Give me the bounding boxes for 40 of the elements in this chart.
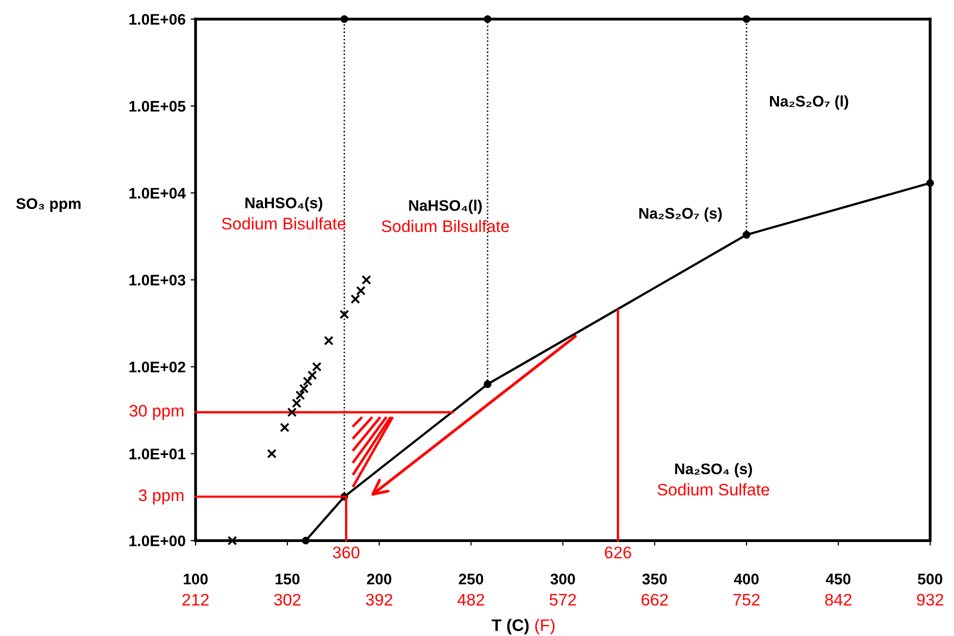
x-axis-title: T (C) [492,618,529,634]
x-tick-label: 350 [642,574,667,584]
x-tick-label: 400 [734,574,759,584]
x2-tick-label: 662 [642,594,668,606]
x2-tick-label: 842 [825,594,852,606]
y-axis-title: SO₃ ppm [16,198,81,212]
x-tick-label: 100 [184,574,208,584]
x2-tick-label: 572 [550,594,576,606]
annotation: Sodium Bilsulfate [382,220,509,232]
x2-axis-title: (F) [535,618,554,634]
y-tick-label: 1.0E+05 [129,100,186,112]
annotation: Na₂S₂O₇ (s) [639,208,722,222]
x-tick-label: 150 [276,574,300,584]
annotation: 626 [604,546,632,558]
x-tick-label: 500 [918,574,942,584]
annotation: 30 ppm [130,404,184,420]
x2-tick-label: 482 [458,594,484,606]
x-tick-label: 450 [826,574,850,584]
y-tick-label: 1.0E+06 [129,14,186,25]
y-tick-label: 1.0E+01 [129,448,186,460]
x2-tick-label: 392 [366,594,392,606]
annotation: NaHSO₄(s) [245,197,322,212]
x2-tick-label: 932 [917,594,944,606]
x-tick-label: 250 [458,574,484,584]
annotation: Sodium Bisulfate [222,217,346,230]
annotation: Na₂S₂O₇ (l) [770,95,848,110]
y-tick-label: 1.0E+04 [129,188,186,199]
annotation: 3 ppm [138,489,184,504]
annotation: 360 [332,546,360,558]
y-tick-label: 1.0E+00 [129,535,186,546]
x2-tick-label: 752 [733,594,760,606]
x2-tick-label: 212 [182,594,209,606]
y-tick-label: 1.0E+02 [129,362,186,372]
annotation: Na₂SO₄ (s) [675,463,752,478]
y-tick-label: 1.0E+03 [129,274,186,286]
x-tick-label: 300 [550,574,575,584]
annotation: Sodium Sulfate [658,483,770,496]
x-tick-label: 200 [367,574,392,584]
x2-tick-label: 302 [274,594,300,606]
annotation: NaHSO₄(l) [409,200,482,214]
